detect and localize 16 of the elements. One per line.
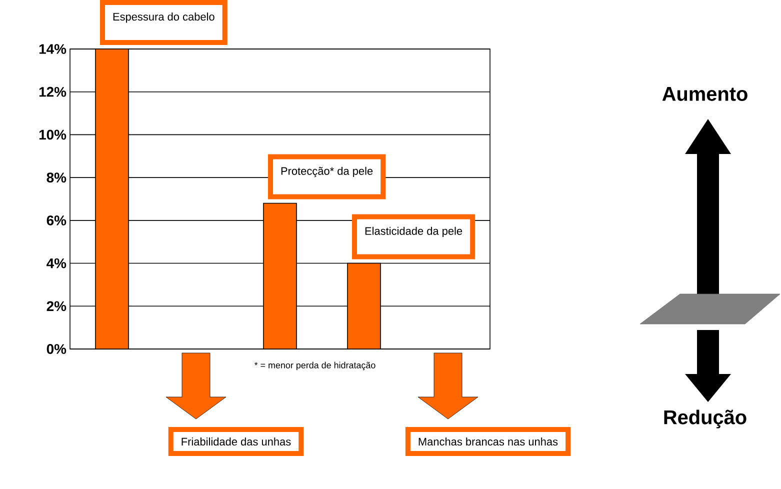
y-tick-label: 2%: [46, 301, 66, 312]
y-tick-label: 12%: [39, 86, 66, 97]
y-tick-label: 14%: [39, 44, 66, 54]
y-tick-label: 8%: [46, 172, 66, 183]
text: Redução: [664, 410, 746, 428]
text: * = menor perda de hidratação: [254, 362, 376, 370]
text: Friabilidade das unhas: [182, 438, 291, 446]
text: Aumento: [662, 87, 748, 101]
y-tick-label: 4%: [46, 258, 66, 268]
y-tick-label: 10%: [39, 130, 66, 140]
annotation: Elasticidade da pele: [365, 226, 462, 238]
annotation: Protecção* da pele: [281, 166, 373, 178]
y-tick-label: 6%: [46, 215, 66, 226]
text: Espessura do cabelo: [113, 12, 214, 23]
text: Manchas brancas nas unhas: [418, 438, 558, 446]
y-tick-label: 0%: [46, 344, 66, 354]
